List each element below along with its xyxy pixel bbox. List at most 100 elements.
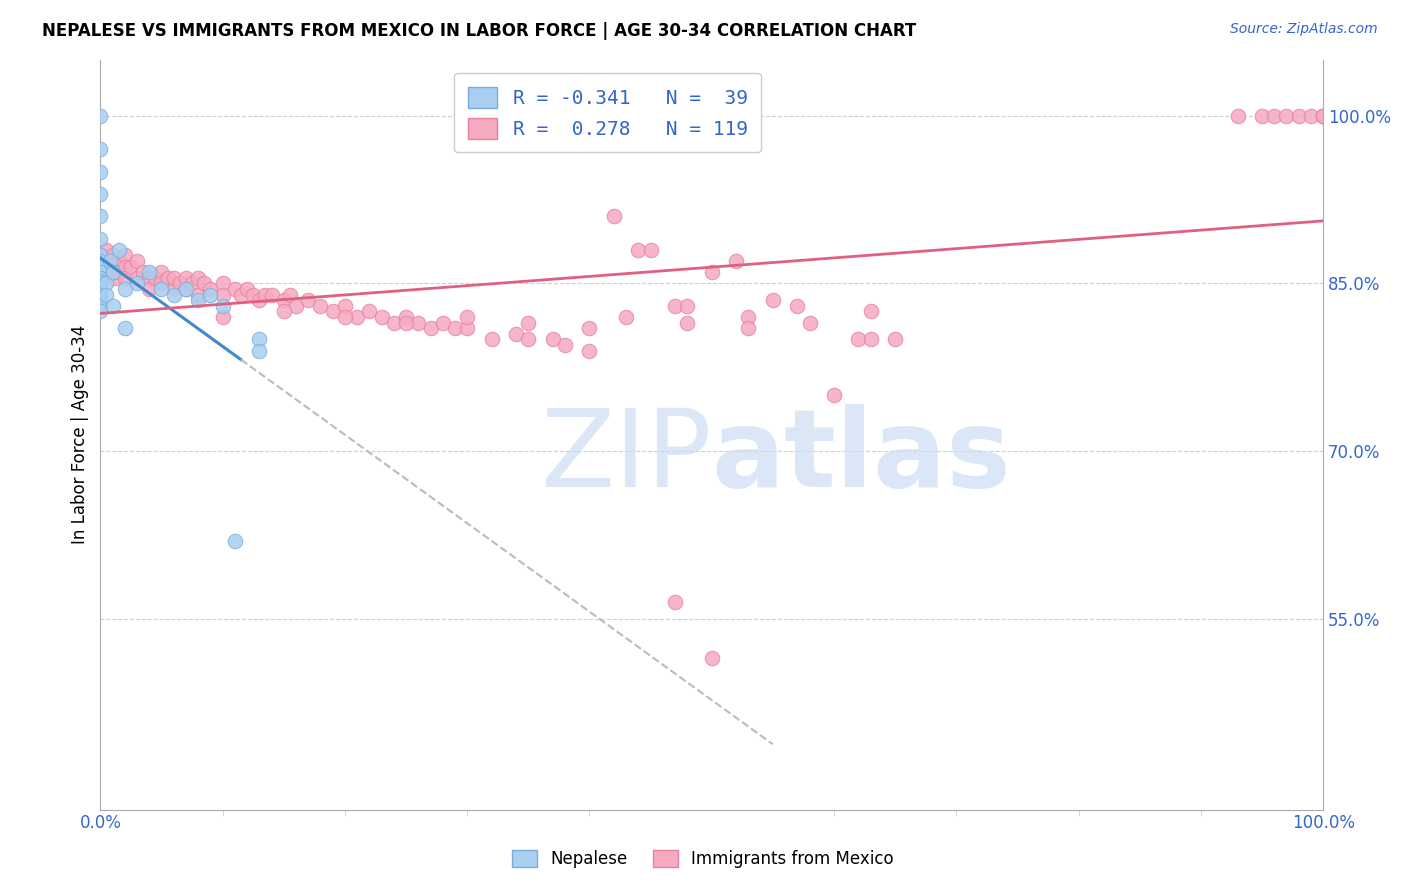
Point <box>104 271 127 285</box>
Point <box>517 316 540 330</box>
Point <box>285 299 308 313</box>
Point <box>395 316 418 330</box>
Point <box>260 287 283 301</box>
Point <box>89 290 111 304</box>
Point <box>664 595 686 609</box>
Point <box>554 338 576 352</box>
Point <box>132 265 155 279</box>
Point <box>1275 109 1298 123</box>
Point <box>89 164 111 178</box>
Point <box>181 277 204 291</box>
Point <box>125 254 148 268</box>
Point <box>89 299 111 313</box>
Point <box>1312 109 1334 123</box>
Point <box>107 265 129 279</box>
Point <box>89 304 111 318</box>
Point <box>150 265 173 279</box>
Point <box>1299 109 1322 123</box>
Point <box>200 282 222 296</box>
Point <box>145 271 167 285</box>
Point <box>98 254 121 268</box>
Point <box>799 316 821 330</box>
Point <box>1251 109 1274 123</box>
Point <box>1312 109 1334 123</box>
Point <box>174 282 197 296</box>
Point <box>309 299 332 313</box>
Point <box>89 282 111 296</box>
Point <box>603 209 626 223</box>
Legend: R = -0.341   N =  39, R =  0.278   N = 119: R = -0.341 N = 39, R = 0.278 N = 119 <box>454 73 761 153</box>
Point <box>174 271 197 285</box>
Point <box>541 333 564 347</box>
Point <box>1312 109 1334 123</box>
Point <box>107 243 129 257</box>
Point <box>89 265 111 279</box>
Point <box>114 248 136 262</box>
Point <box>187 271 209 285</box>
Point <box>89 254 111 268</box>
Point <box>200 287 222 301</box>
Point <box>89 287 111 301</box>
Point <box>224 282 246 296</box>
Point <box>138 282 160 296</box>
Point <box>578 321 600 335</box>
Legend: Nepalese, Immigrants from Mexico: Nepalese, Immigrants from Mexico <box>506 843 900 875</box>
Point <box>120 260 142 274</box>
Point <box>884 333 907 347</box>
Text: atlas: atlas <box>711 404 1011 510</box>
Point <box>89 277 111 291</box>
Point <box>664 299 686 313</box>
Point <box>125 277 148 291</box>
Point <box>333 310 356 324</box>
Point <box>700 265 723 279</box>
Point <box>89 248 111 262</box>
Point <box>859 304 882 318</box>
Point <box>89 248 111 262</box>
Text: Source: ZipAtlas.com: Source: ZipAtlas.com <box>1230 22 1378 37</box>
Point <box>419 321 441 335</box>
Point <box>359 304 381 318</box>
Point <box>578 343 600 358</box>
Point <box>1263 109 1285 123</box>
Point <box>101 265 124 279</box>
Point <box>89 254 111 268</box>
Point <box>247 343 270 358</box>
Point <box>96 254 118 268</box>
Point <box>211 299 233 313</box>
Point <box>247 333 270 347</box>
Point <box>700 651 723 665</box>
Point <box>406 316 429 330</box>
Point <box>114 282 136 296</box>
Point <box>236 282 259 296</box>
Point <box>297 293 319 308</box>
Point <box>150 282 173 296</box>
Point <box>193 277 215 291</box>
Point <box>278 287 301 301</box>
Point <box>676 316 699 330</box>
Point <box>150 277 173 291</box>
Point <box>211 287 233 301</box>
Point <box>273 304 295 318</box>
Point <box>370 310 392 324</box>
Point <box>346 310 368 324</box>
Point <box>848 333 870 347</box>
Point <box>444 321 467 335</box>
Point <box>456 310 478 324</box>
Point <box>96 277 118 291</box>
Point <box>156 271 179 285</box>
Point <box>224 533 246 548</box>
Point <box>138 271 160 285</box>
Point <box>517 333 540 347</box>
Point <box>627 243 650 257</box>
Point <box>187 287 209 301</box>
Point <box>96 243 118 257</box>
Point <box>89 260 111 274</box>
Point <box>762 293 785 308</box>
Point <box>89 186 111 201</box>
Point <box>737 310 759 324</box>
Point <box>211 277 233 291</box>
Point <box>382 316 405 330</box>
Point <box>859 333 882 347</box>
Point <box>89 293 111 308</box>
Point <box>242 287 264 301</box>
